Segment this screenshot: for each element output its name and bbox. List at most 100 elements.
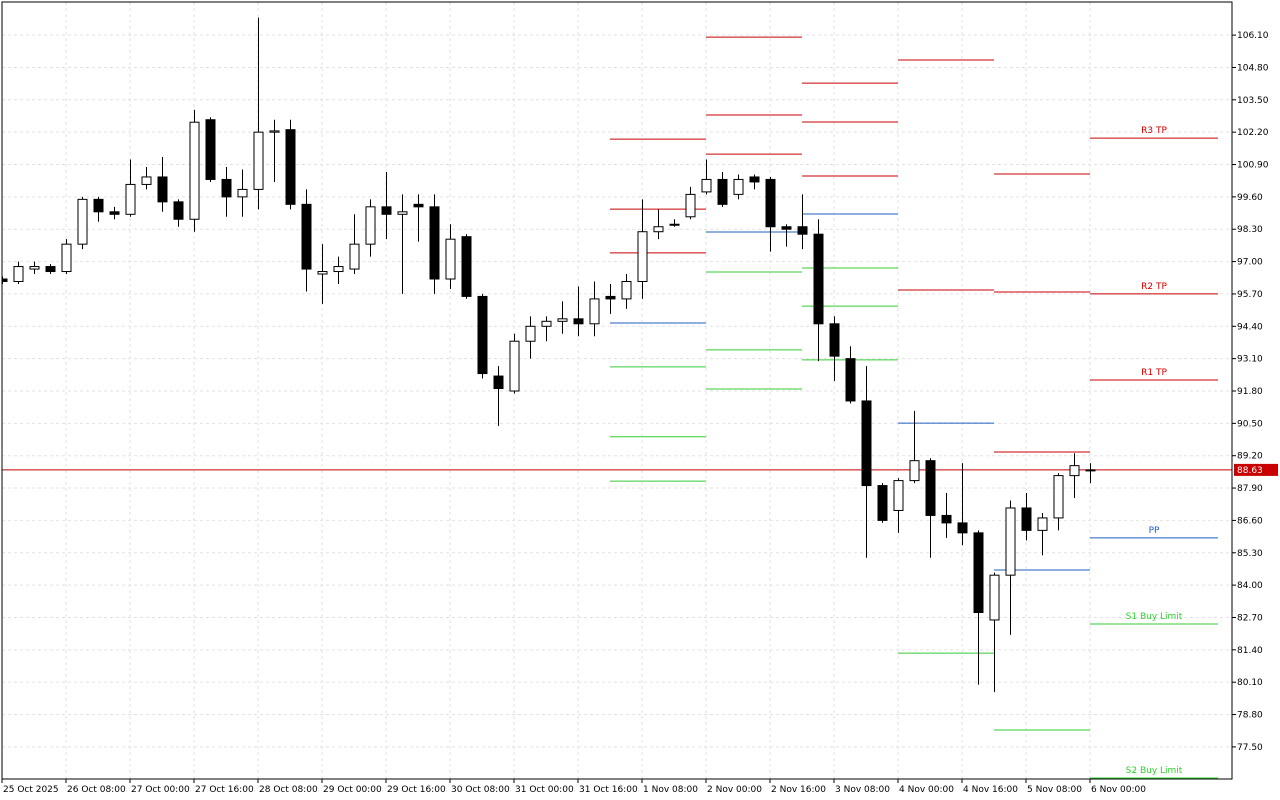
plot-border (1, 1, 1233, 780)
pivot-label: S1 Buy Limit (1126, 612, 1183, 622)
candle-body (221, 178, 232, 198)
candle-body (173, 201, 184, 220)
candle-body (973, 532, 984, 614)
candle-body (893, 480, 904, 511)
candle-body (477, 295, 488, 375)
candle-body (669, 223, 680, 226)
candle-body (77, 198, 88, 245)
candle-body (301, 203, 312, 270)
candle-body (557, 318, 568, 322)
y-tick-label: 91.80 (1237, 387, 1263, 397)
x-tick-label: 31 Oct 16:00 (579, 785, 638, 795)
candle-body (349, 243, 360, 270)
candle-body (285, 129, 296, 205)
candle-body (525, 325, 536, 342)
candle-body (317, 271, 328, 275)
candle-body (93, 198, 104, 213)
pivot-label: R1 TP (1141, 368, 1167, 378)
y-tick-label: 87.90 (1237, 484, 1263, 494)
candle-body (141, 176, 152, 185)
pivot-label: R3 TP (1141, 126, 1167, 136)
candle-body (845, 358, 856, 402)
candle-body (2, 278, 8, 282)
x-tick-label: 29 Oct 16:00 (387, 785, 446, 795)
candle-body (61, 243, 72, 273)
x-tick-label: 31 Oct 00:00 (515, 785, 574, 795)
pivot-label: PP (1149, 526, 1160, 536)
x-tick-label: 29 Oct 00:00 (323, 785, 382, 795)
candle-body (1005, 507, 1016, 576)
candle-body (13, 266, 24, 282)
candle-body (397, 211, 408, 215)
candle-body (941, 514, 952, 524)
y-tick-label: 93.10 (1237, 355, 1263, 365)
candle-body (157, 176, 168, 203)
candle-body (701, 178, 712, 193)
candle-body (797, 226, 808, 235)
x-tick-label: 1 Nov 08:00 (643, 785, 698, 795)
candle-body (813, 233, 824, 325)
candle-body (45, 266, 56, 273)
y-tick-label: 85.30 (1237, 549, 1263, 559)
candle-body (109, 211, 120, 215)
candle-body (509, 340, 520, 392)
y-tick-label: 100.90 (1237, 161, 1269, 171)
plot-area: R3 TP R2 TP R1 TP PP S1 Buy Limit S2 Buy Limi… (2, 17, 1232, 779)
y-tick-label: 94.40 (1237, 322, 1263, 332)
y-tick-label: 90.50 (1237, 419, 1263, 429)
x-tick-label: 2 Nov 16:00 (771, 785, 826, 795)
candle-body (429, 206, 440, 280)
candle-body (125, 183, 136, 215)
y-tick-label: 81.40 (1237, 646, 1263, 656)
candle-body (861, 400, 872, 487)
y-tick-label: 86.60 (1237, 516, 1263, 526)
x-tick-label: 3 Nov 08:00 (835, 785, 890, 795)
candle-body (733, 178, 744, 195)
candle-body (1069, 465, 1080, 477)
candle-body (445, 238, 456, 280)
candle-body (877, 485, 888, 521)
y-tick-label: 77.50 (1237, 743, 1263, 753)
y-tick-label: 98.30 (1237, 225, 1263, 235)
y-tick-label: 95.70 (1237, 290, 1263, 300)
y-tick-label: 78.80 (1237, 711, 1263, 721)
candle-body (493, 375, 504, 390)
candle-body (957, 522, 968, 534)
candle-body (989, 574, 1000, 621)
candle-body (189, 121, 200, 220)
candle-body (541, 320, 552, 327)
candle-body (413, 203, 424, 208)
candle-body (365, 206, 376, 245)
y-tick-label: 99.60 (1237, 193, 1263, 203)
candle-body (765, 178, 776, 228)
axes: 106.10 104.80 103.50 102.20 100.90 99.60 98.30… (1, 31, 1278, 795)
candle-body (237, 188, 248, 198)
candle-body (621, 280, 632, 300)
y-tick-label: 82.70 (1237, 613, 1263, 623)
y-tick-label: 80.10 (1237, 678, 1263, 688)
candle-body (637, 231, 648, 282)
grid (2, 2, 1232, 779)
candle-body (653, 226, 664, 233)
candle-body (1053, 475, 1064, 519)
x-tick-label: 30 Oct 08:00 (451, 785, 510, 795)
x-tick-label: 27 Oct 16:00 (195, 785, 254, 795)
candle-body (1037, 517, 1048, 531)
y-tick-label: 97.00 (1237, 258, 1263, 268)
candle-body (589, 298, 600, 325)
candle-body (1021, 507, 1032, 531)
candle-body (925, 460, 936, 516)
y-tick-label: 89.20 (1237, 452, 1263, 462)
candle-body (253, 131, 264, 190)
x-tick-label: 4 Nov 16:00 (963, 785, 1018, 795)
x-tick-label: 4 Nov 00:00 (899, 785, 954, 795)
x-tick-label: 27 Oct 00:00 (131, 785, 190, 795)
x-tick-label: 26 Oct 08:00 (67, 785, 126, 795)
last-price-label: 88.63 (1237, 466, 1263, 476)
pivot-label: R2 TP (1141, 282, 1167, 292)
y-tick-label: 103.50 (1237, 96, 1269, 106)
candle-body (381, 206, 392, 215)
candle-body (29, 266, 40, 270)
x-tick-label: 5 Nov 08:00 (1027, 785, 1082, 795)
pivot-label: S2 Buy Limit (1126, 766, 1183, 776)
